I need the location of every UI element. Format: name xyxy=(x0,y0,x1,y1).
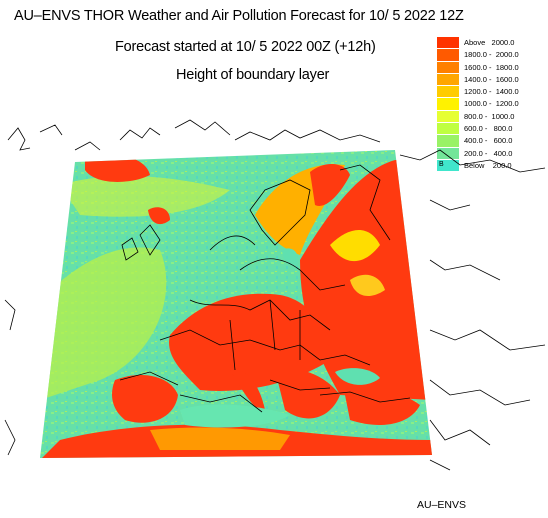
legend-label: 600.0 - 800.0 xyxy=(464,124,513,134)
legend-swatch xyxy=(437,135,459,147)
legend-swatch xyxy=(437,98,459,110)
legend-swatch xyxy=(437,37,459,49)
color-legend: Above 2000.0 1800.0 - 2000.0 1600.0 - 18… xyxy=(437,37,545,172)
legend-swatch xyxy=(437,61,459,73)
legend-row: 600.0 - 800.0 xyxy=(437,123,545,135)
map-title: AU–ENVS THOR Weather and Air Pollution F… xyxy=(14,8,464,24)
legend-row: 200.0 - 400.0 xyxy=(437,147,545,160)
legend-label: 800.0 - 1000.0 xyxy=(464,111,515,121)
legend-row: 400.0 - 600.0 xyxy=(437,135,545,147)
boundary-layer-map xyxy=(4,119,546,471)
legend-label: 1600.0 - 1800.0 xyxy=(464,62,519,72)
legend-row: 1400.0 - 1600.0 xyxy=(437,73,545,86)
legend-swatch xyxy=(437,73,459,86)
legend-swatch xyxy=(437,49,459,61)
legend-label: 200.0 - 400.0 xyxy=(464,148,513,158)
legend-row: B Below 200.0 xyxy=(437,159,545,172)
legend-row: 1200.0 - 1400.0 xyxy=(437,86,545,98)
legend-row: 1600.0 - 1800.0 xyxy=(437,61,545,74)
forecast-start-subtitle: Forecast started at 10/ 5 2022 00Z (+12h… xyxy=(115,39,376,55)
footer-credit: AU–ENVS xyxy=(417,499,467,511)
legend-label: Below 200.0 xyxy=(464,160,512,170)
legend-label: 1200.0 - 1400.0 xyxy=(464,87,519,97)
legend-label: 400.0 - 600.0 xyxy=(464,136,513,146)
legend-row: 800.0 - 1000.0 xyxy=(437,110,545,123)
field-overlay xyxy=(40,154,432,458)
legend-label: 1800.0 - 2000.0 xyxy=(464,50,519,60)
legend-swatch xyxy=(437,86,459,98)
legend-label: 1000.0 - 1200.0 xyxy=(464,99,519,109)
legend-label: Above 2000.0 xyxy=(464,38,515,47)
legend-swatch-tag: B xyxy=(439,160,444,168)
legend-swatch xyxy=(437,110,459,123)
legend-swatch xyxy=(437,123,459,135)
legend-row: Above 2000.0 xyxy=(437,37,545,49)
legend-row: 1800.0 - 2000.0 xyxy=(437,49,545,61)
legend-swatch xyxy=(437,147,459,159)
field-name-subtitle: Height of boundary layer xyxy=(176,67,330,83)
coastlines xyxy=(4,119,546,471)
legend-label: 1400.0 - 1600.0 xyxy=(464,74,519,84)
legend-row: 1000.0 - 1200.0 xyxy=(437,98,545,110)
legend-swatch: B xyxy=(437,159,459,172)
